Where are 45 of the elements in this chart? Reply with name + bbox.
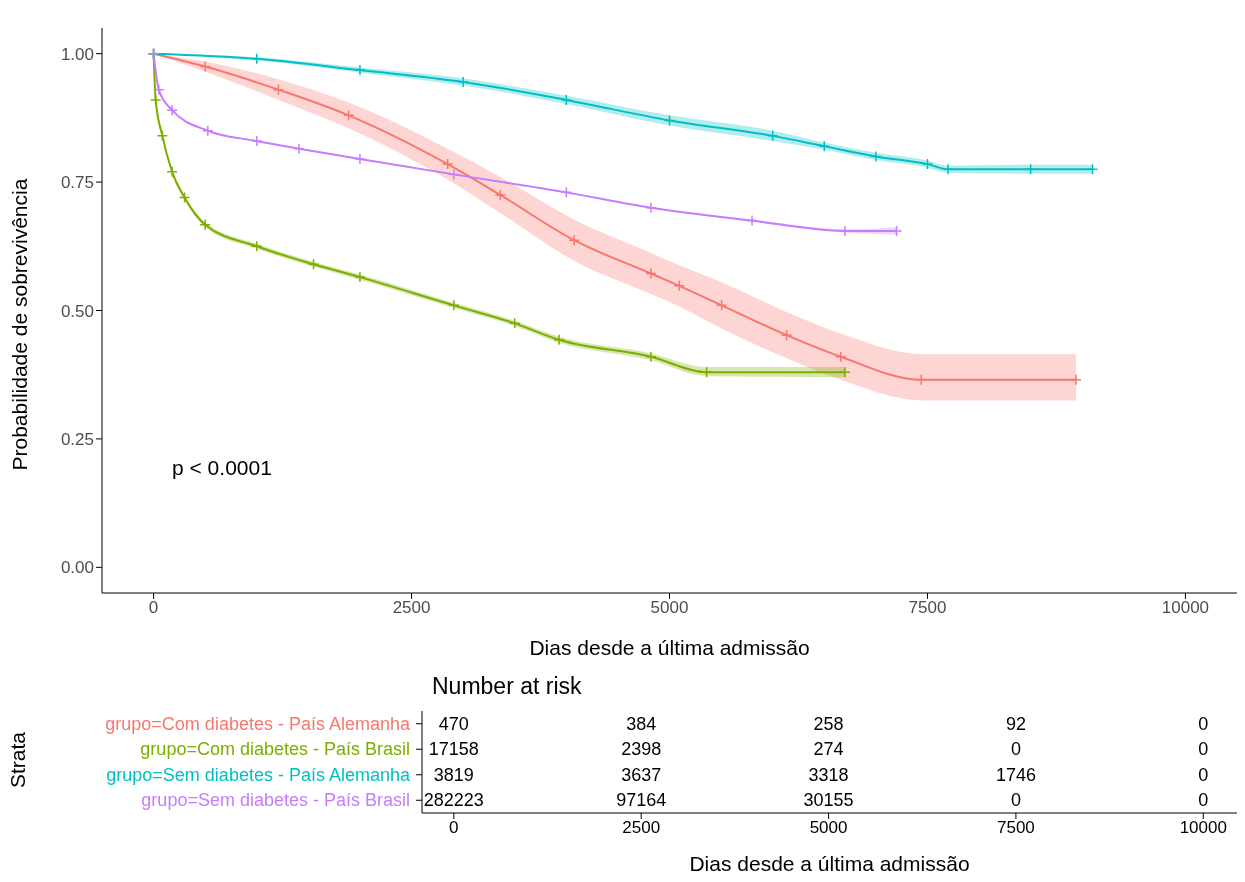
data-label: 470 <box>438 713 469 734</box>
data-label: 282223 <box>423 790 484 811</box>
x-axis-title: Dias desde a última admissão <box>689 852 970 875</box>
x-tick-label: 7500 <box>908 598 947 618</box>
x-tick-label: 5000 <box>809 818 848 838</box>
x-tick-label: 10000 <box>1161 598 1210 618</box>
x-tick-label: 7500 <box>997 818 1035 838</box>
data-label: 17158 <box>428 739 479 760</box>
data-label: 30155 <box>803 790 854 811</box>
x-axis-title: Dias desde a última admissão <box>529 636 810 659</box>
y-tick-label: 0.25 <box>60 429 94 449</box>
data-label: 258 <box>813 713 844 734</box>
data-label: 3819 <box>433 764 474 785</box>
data-label: 92 <box>1005 713 1026 734</box>
data-label: 0 <box>1198 739 1209 760</box>
data-label: 3637 <box>621 764 662 785</box>
y-tick-label: grupo=Sem diabetes - País Brasil <box>141 790 410 811</box>
data-label: 2398 <box>621 739 662 760</box>
data-label: 0 <box>1198 713 1209 734</box>
y-tick-label: 0.50 <box>60 301 94 321</box>
data-label: 0 <box>1010 790 1021 811</box>
data-label: 1746 <box>995 764 1036 785</box>
data-label: 97164 <box>616 790 667 811</box>
x-tick-label: 0 <box>449 818 459 838</box>
y-axis-title: Probabilidade de sobrevivência <box>8 178 32 471</box>
data-label: 3318 <box>808 764 849 785</box>
annotation: p < 0.0001 <box>172 456 272 480</box>
y-tick-label: 0.75 <box>60 173 94 193</box>
x-tick-label: 2500 <box>622 818 661 838</box>
data-label: 384 <box>626 713 657 734</box>
y-tick-label: grupo=Com diabetes - País Brasil <box>140 739 410 760</box>
x-tick-label: 5000 <box>650 598 689 618</box>
y-tick-label: grupo=Com diabetes - País Alemanha <box>105 713 411 734</box>
x-tick-label: 0 <box>148 598 159 618</box>
x-tick-label: 2500 <box>392 598 431 618</box>
chart-title: Number at risk <box>432 673 582 700</box>
y-tick-label: 1.00 <box>60 44 94 64</box>
x-tick-label: 10000 <box>1179 818 1227 838</box>
data-label: 274 <box>813 739 844 760</box>
data-label: 0 <box>1010 739 1021 760</box>
y-tick-label: 0.00 <box>60 558 94 578</box>
data-label: 0 <box>1198 764 1209 785</box>
y-axis-title: Strata <box>6 731 30 788</box>
y-tick-label: grupo=Sem diabetes - País Alemanha <box>106 764 411 785</box>
data-label: 0 <box>1198 790 1209 811</box>
